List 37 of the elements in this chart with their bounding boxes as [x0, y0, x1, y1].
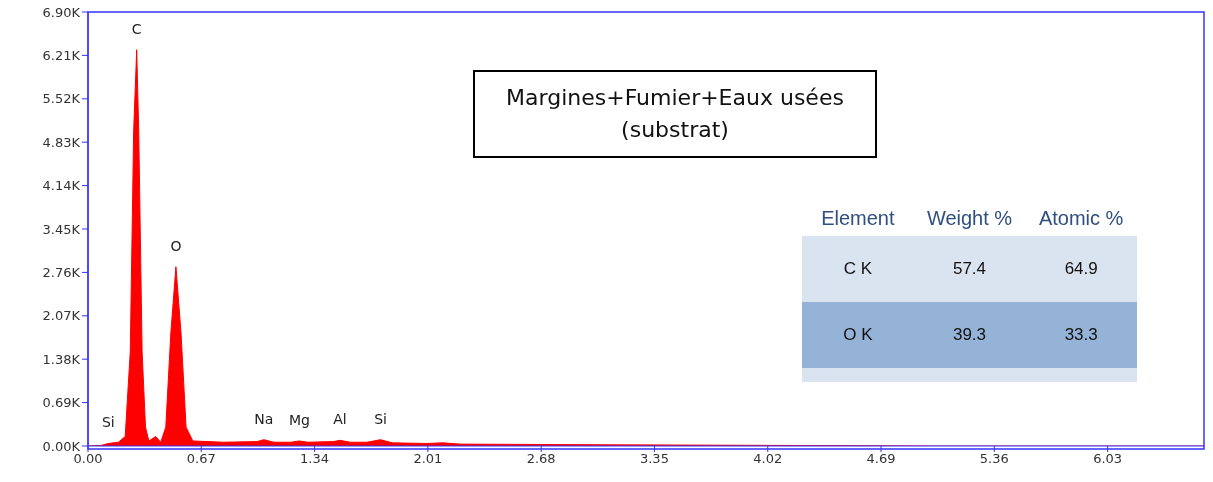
x-tick-label: 0.67 [186, 451, 216, 467]
x-tick-label: 2.01 [413, 451, 443, 467]
text: Margines+Fumier+Eaux usées (substrat) [473, 70, 877, 158]
y-tick-label: 4.83K [42, 134, 81, 150]
x-tick-label: 4.02 [753, 451, 783, 467]
annotation: 39.3 [951, 325, 988, 345]
y-tick-label: 4.14K [42, 178, 81, 194]
annotation: Al [333, 411, 347, 428]
y-tick-label: 1.38K [42, 351, 81, 367]
x-tick-label: 4.69 [866, 451, 896, 467]
y-tick-label: 0.69K [42, 395, 81, 411]
annotation: O [170, 237, 182, 254]
annotation: Weight % [925, 206, 1014, 230]
x-tick-label: 2.68 [526, 451, 556, 467]
x-tick-label: 5.36 [979, 451, 1009, 467]
annotation: O K [842, 325, 874, 345]
annotation: 57.4 [951, 259, 988, 279]
annotation: Element [820, 206, 896, 230]
x-tick-label: 0.00 [73, 451, 103, 467]
x-tick-label: 6.03 [1093, 451, 1123, 467]
x-tick-label: 3.35 [639, 451, 669, 467]
x-tick-label: 1.34 [300, 451, 330, 467]
annotation: C [131, 20, 142, 37]
annotation: Atomic % [1037, 206, 1125, 230]
y-tick-label: 5.52K [42, 91, 81, 107]
annotation: Na [254, 410, 274, 427]
y-tick-label: 3.45K [42, 221, 81, 237]
y-tick-label: 2.76K [42, 265, 81, 281]
y-tick-label: 6.21K [42, 48, 81, 64]
annotation: Si [374, 410, 387, 427]
annotation: Si [101, 414, 115, 431]
annotation: Mg [288, 411, 310, 428]
y-tick-label: 2.07K [42, 308, 81, 324]
annotation: 33.3 [1063, 325, 1099, 345]
y-tick-label: 0.00K [42, 438, 81, 454]
annotation: 64.9 [1063, 259, 1099, 279]
annotation: C K [842, 259, 873, 279]
